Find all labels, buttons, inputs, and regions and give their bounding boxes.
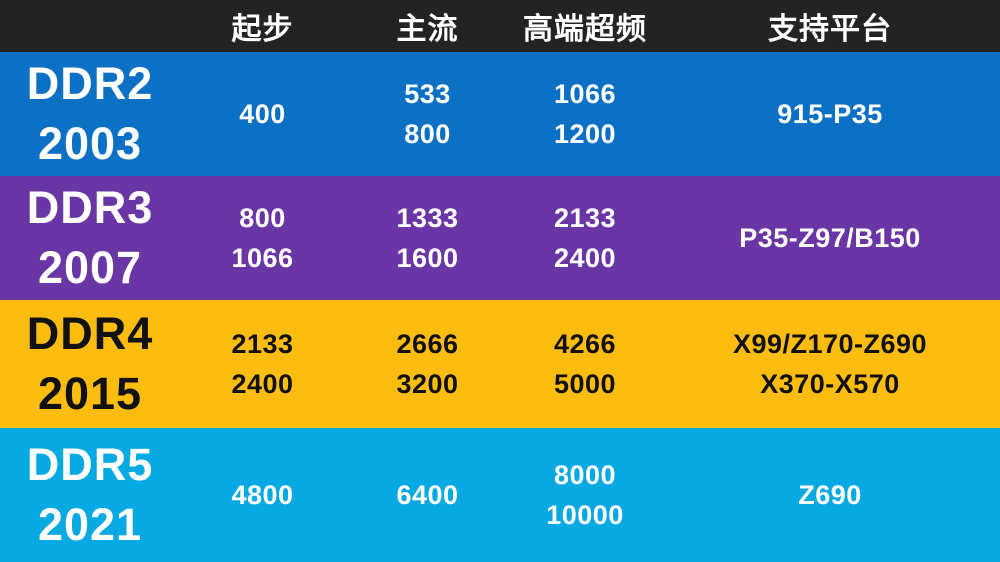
cell-overclock-speed: 2133 2400 [553, 202, 617, 274]
generation-name: DDR3 [26, 181, 154, 233]
generation-name: DDR4 [26, 307, 154, 359]
cell-overclock-speed: 1066 1200 [553, 78, 617, 150]
table-row-ddr3: DDR3 2007 800 1066 1333 1600 2133 2400 P… [0, 176, 1000, 300]
cell-platforms: X99/Z170-Z690 X370-X570 [732, 328, 928, 400]
generation-year: 2003 [37, 118, 143, 169]
row-label-ddr3: DDR3 2007 [0, 178, 180, 299]
table-row-ddr4: DDR4 2015 2133 2400 2666 3200 4266 5000 … [0, 300, 1000, 428]
header-row: 起步 主流 高端超频 支持平台 [0, 0, 1000, 52]
column-header-platforms: 支持平台 [768, 13, 892, 46]
cell-entry-speed: 4800 [231, 479, 294, 510]
generation-name: DDR2 [26, 57, 154, 109]
row-label-ddr4: DDR4 2015 [0, 304, 180, 425]
cell-platforms: Z690 [798, 479, 862, 510]
row-label-ddr2: DDR2 2003 [0, 54, 180, 175]
cell-entry-speed: 2133 2400 [231, 328, 294, 400]
cell-mainstream-speed: 1333 1600 [396, 202, 459, 274]
cell-mainstream-speed: 533 800 [404, 78, 451, 150]
table-row-ddr5: DDR5 2021 4800 6400 8000 10000 Z690 [0, 428, 1000, 562]
column-header-overclock-speed: 高端超频 [523, 13, 647, 46]
column-header-mainstream-speed: 主流 [396, 13, 459, 46]
table-row-ddr2: DDR2 2003 400 533 800 1066 1200 915-P35 [0, 52, 1000, 176]
cell-overclock-speed: 4266 5000 [553, 328, 617, 400]
generation-year: 2015 [37, 368, 143, 419]
cell-platforms: P35-Z97/B150 [739, 222, 921, 253]
cell-overclock-speed: 8000 10000 [546, 459, 624, 531]
generation-year: 2007 [37, 242, 143, 293]
cell-mainstream-speed: 6400 [396, 479, 459, 510]
cell-platforms: 915-P35 [777, 98, 883, 129]
cell-mainstream-speed: 2666 3200 [396, 328, 459, 400]
cell-entry-speed: 400 [239, 98, 286, 129]
generation-name: DDR5 [26, 438, 154, 490]
cell-entry-speed: 800 1066 [231, 202, 294, 274]
generation-year: 2021 [37, 499, 143, 550]
row-label-ddr5: DDR5 2021 [0, 435, 180, 556]
column-header-entry-speed: 起步 [231, 13, 294, 46]
